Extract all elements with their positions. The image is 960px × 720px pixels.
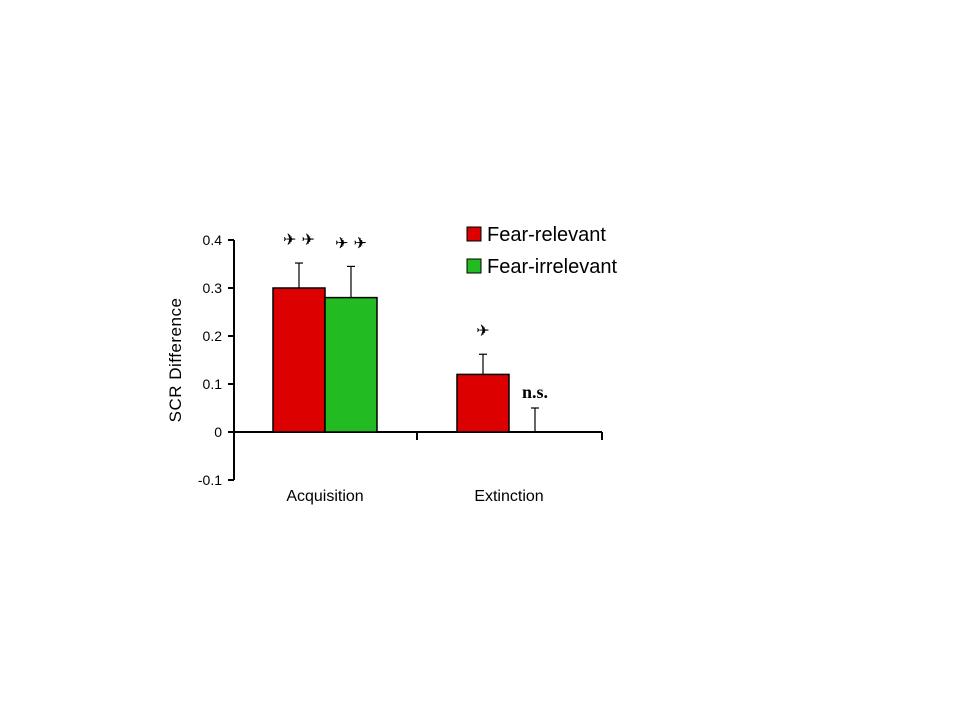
ns-annotation: n.s. (522, 382, 548, 402)
legend-swatch (466, 226, 482, 242)
y-tick-label: -0.1 (198, 472, 222, 488)
x-category-label: Acquisition (286, 488, 363, 505)
y-tick-label: 0 (214, 424, 222, 440)
legend: Fear-relevant Fear-irrelevant (466, 224, 617, 278)
category-labels: Acquisition Extinction (286, 488, 543, 505)
bar (272, 287, 326, 433)
x-category-label: Extinction (474, 488, 543, 505)
significance-markers: ✈ ✈ ✈ ✈ ✈ n.s. (283, 230, 548, 402)
y-tick-label: 0.1 (203, 376, 223, 392)
y-tick-label: 0.3 (203, 280, 223, 296)
bar (324, 296, 378, 433)
significance-marker: ✈ ✈ (283, 230, 315, 249)
significance-marker: ✈ (476, 321, 489, 340)
legend-label: Fear-irrelevant (487, 256, 617, 278)
error-bars (295, 262, 539, 432)
bar (456, 373, 510, 433)
bars (272, 287, 510, 433)
significance-marker: ✈ ✈ (335, 233, 367, 252)
y-tick-label: 0.4 (203, 232, 223, 248)
legend-swatch (466, 258, 482, 274)
y-axis-title: SCR Difference (166, 298, 185, 423)
y-ticks: -0.1 0 0.1 0.2 0.3 0.4 (198, 232, 234, 488)
legend-label: Fear-relevant (487, 224, 606, 246)
y-tick-label: 0.2 (203, 328, 223, 344)
